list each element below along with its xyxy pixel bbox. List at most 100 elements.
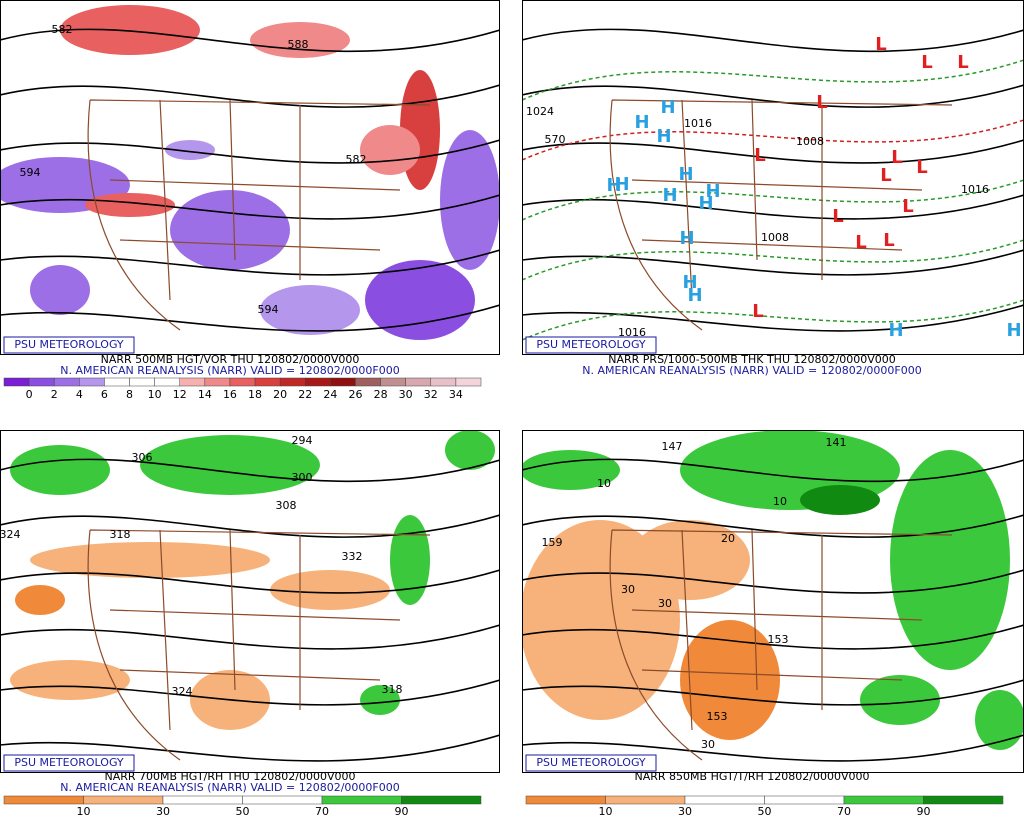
shaded-area [390,515,430,605]
title: NARR 850MB HGT/T/RH 120802/0000V000 [635,770,870,783]
low-marker: L [883,230,894,251]
contour [522,84,1024,108]
contour [522,624,1024,650]
map [0,0,500,355]
contour [522,458,1024,483]
contour-label: 1016 [618,326,646,339]
shaded-area [975,690,1024,750]
colorbar-segment [279,377,306,387]
colorbar-segment [305,377,331,387]
shaded-area [260,285,360,335]
low-marker: L [921,52,932,73]
colorbar-label: 10 [599,805,613,818]
colorbar-label: 14 [198,388,212,401]
colorbar-label: 10 [148,388,162,401]
low-marker: L [875,34,886,55]
thickness [522,179,1024,221]
contour-label: 324 [172,685,193,698]
high-marker: H [606,175,621,196]
colorbar-segment [83,795,164,805]
contour [0,514,500,538]
colorbar-label: 12 [173,388,187,401]
contour-label: 30 [658,597,672,610]
colorbar-segment [3,795,84,805]
colorbar-label: 30 [678,805,692,818]
colorbar-label: 90 [917,805,931,818]
colorbar-segment [53,377,80,387]
contour [522,734,1024,762]
colorbar-segment [401,795,482,805]
colorbar-segment [330,377,356,387]
contour-label: 306 [132,451,153,464]
shaded-area [140,435,320,495]
contour [522,679,1024,706]
shaded-area [60,5,200,55]
colorbar-label: 8 [126,388,133,401]
map-frame [0,0,500,355]
brand: PSU METEOROLOGY [536,338,646,351]
high-marker: H [662,185,677,206]
contour [0,734,500,762]
borders [609,529,953,761]
contour-label: 30 [701,738,715,751]
thickness [522,239,1024,281]
colorbar-segment [525,795,606,805]
colorbar-label: 70 [315,805,329,818]
colorbar-segment [430,377,457,387]
high-marker: H [888,320,903,341]
contour [522,249,1024,276]
panel: 306 294 300 308 318 324 332 324 318 PSU METEOROLO… [0,430,500,818]
colorbar-segment [229,377,256,387]
colorbar-segment [605,795,686,805]
brand-box [3,754,135,772]
high-marker: H [656,126,671,147]
colorbar-label: 10 [77,805,91,818]
shaded-area [15,585,65,615]
contour-label: 141 [826,436,847,449]
shaded-area [360,125,420,175]
contour-label: 1008 [796,135,824,148]
shaded-area [30,542,270,578]
colorbar-segment [154,377,180,387]
colorbar-label: 32 [424,388,438,401]
colorbar-label: 26 [348,388,362,401]
contour-label: 582 [52,23,73,36]
thickness [522,59,1024,101]
shaded-area [250,22,350,58]
colorbar-segment [129,377,155,387]
high-marker: H [614,174,629,195]
contour-label: 588 [288,38,309,51]
contour [522,304,1024,332]
colorbar-label: 16 [223,388,237,401]
contour [0,304,500,332]
contour-label: 324 [0,528,21,541]
contour-label: 1016 [961,183,989,196]
shaded-area [10,445,110,495]
colorbar-segment [79,377,105,387]
high-marker: H [678,164,693,185]
contour [522,514,1024,538]
contour-label: 1008 [761,231,789,244]
colorbar-segment [355,377,381,387]
contour-label: 594 [258,303,279,316]
map-frame [0,430,500,773]
colorbar-label: 0 [26,388,33,401]
colorbar-label: 4 [76,388,83,401]
brand: PSU METEOROLOGY [536,756,646,769]
contour-label: 153 [768,633,789,646]
high-marker: H [682,272,697,293]
shaded-area [890,450,1010,670]
colorbar-segment [162,795,243,805]
shaded-area [860,675,940,725]
high-marker: H [705,181,720,202]
low-marker: L [880,165,891,186]
title: NARR 700MB HGT/RH THU 120802/0000V000 [104,770,355,783]
colorbar-segment [104,377,130,387]
shaded-area [165,140,215,160]
colorbar-label: 6 [101,388,108,401]
thickness [522,119,1024,161]
contour-label: 147 [662,440,683,453]
colorbar-label: 30 [399,388,413,401]
contour-label: 20 [721,532,735,545]
